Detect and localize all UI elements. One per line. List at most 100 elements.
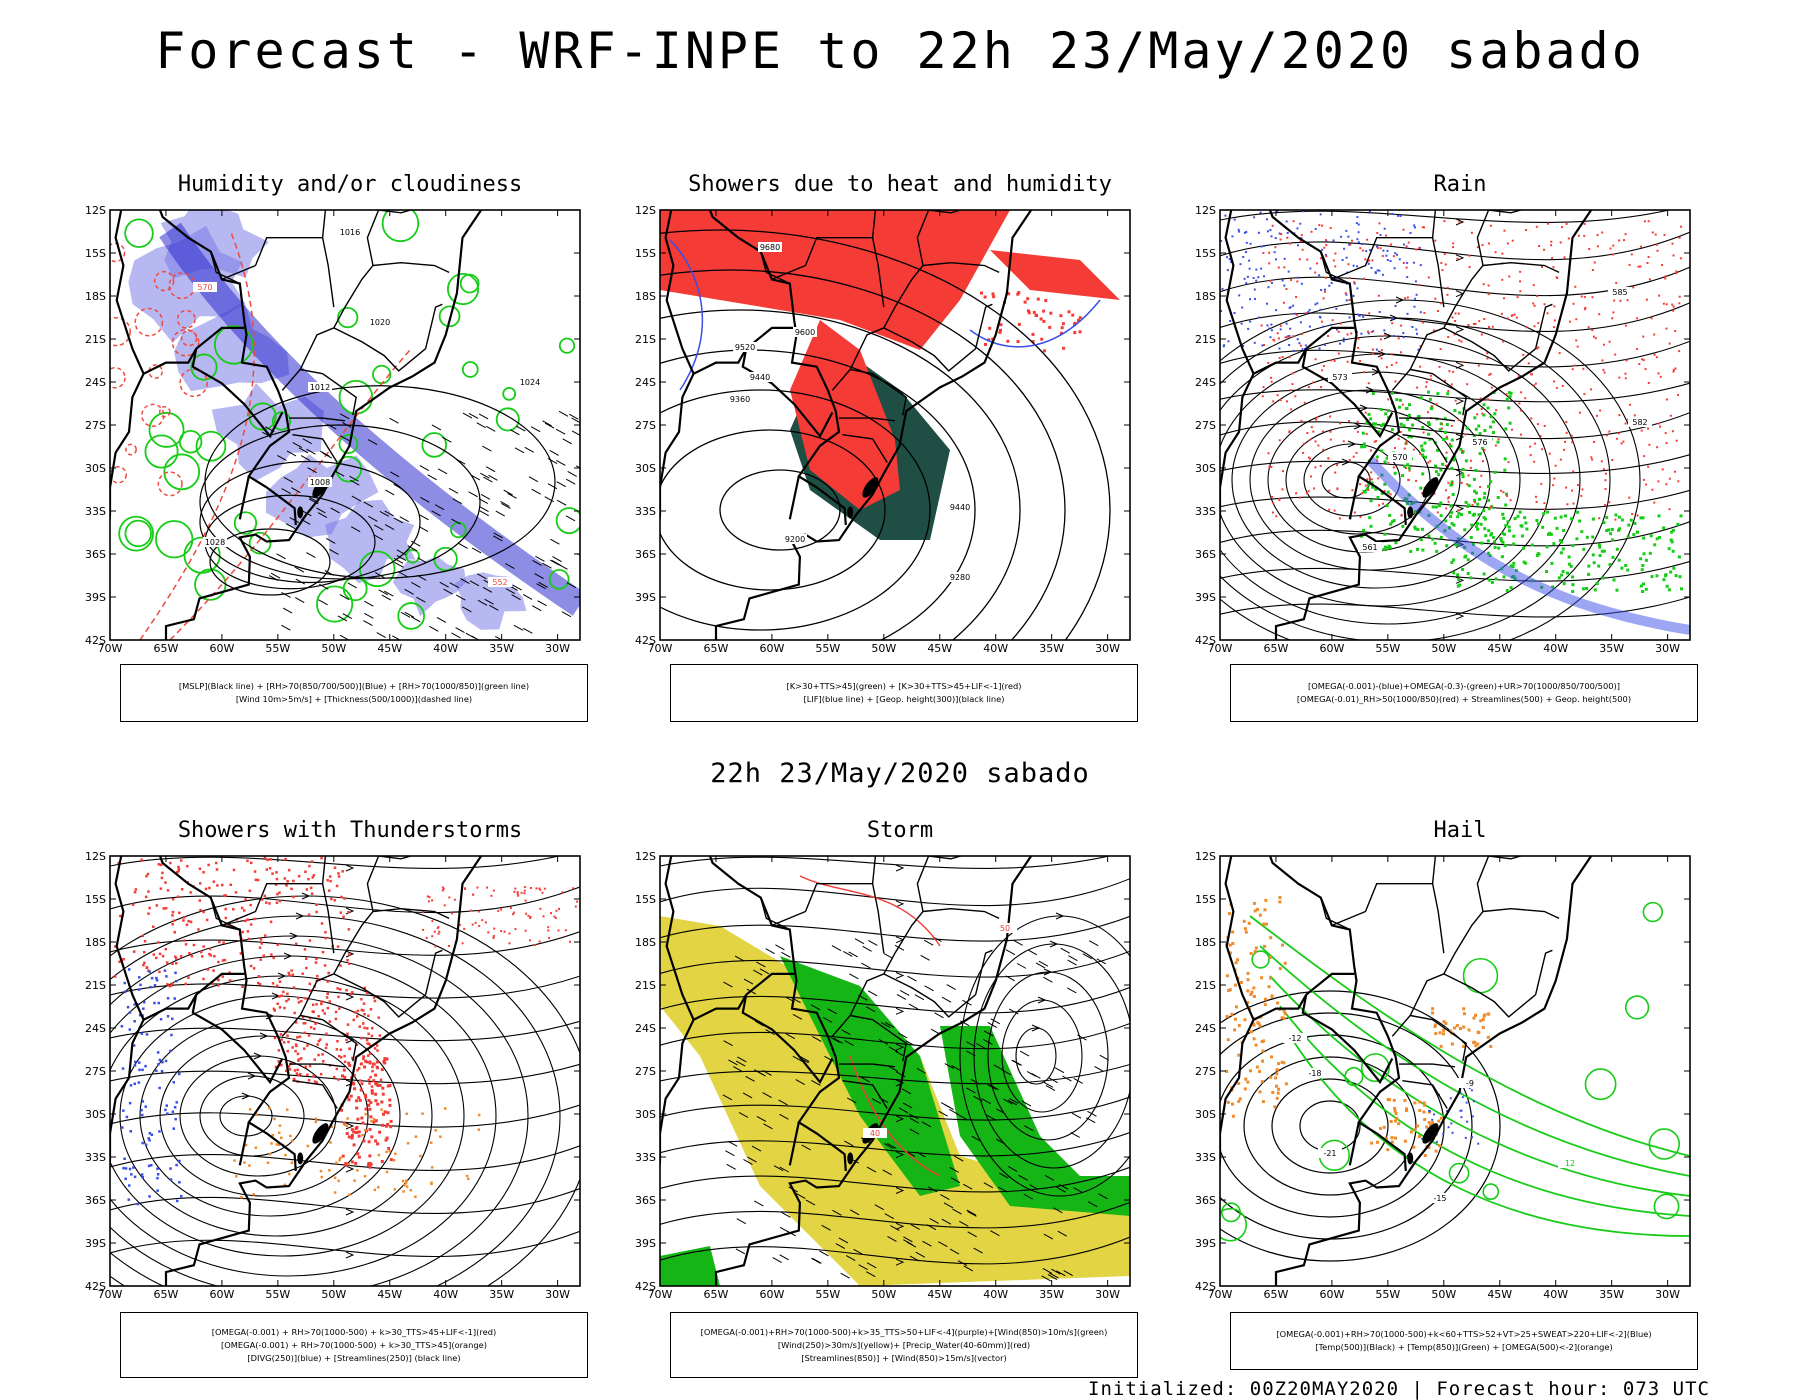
streamline-arrow bbox=[1455, 218, 1465, 226]
precip-dot bbox=[1501, 531, 1504, 535]
precip-dot bbox=[1252, 995, 1256, 998]
precip-dot bbox=[1290, 279, 1293, 281]
precip-dot bbox=[329, 1141, 332, 1144]
precip-dot bbox=[1403, 1139, 1407, 1143]
streamline bbox=[973, 943, 1130, 1169]
precip-dot bbox=[464, 887, 467, 890]
precip-dot bbox=[329, 879, 332, 883]
precip-dot bbox=[283, 1183, 287, 1187]
precip-dot bbox=[1228, 258, 1231, 261]
precip-dot bbox=[199, 908, 202, 912]
precip-dot bbox=[1677, 480, 1680, 483]
precip-dot bbox=[182, 916, 186, 919]
precip-dot bbox=[346, 1023, 350, 1026]
precip-dot bbox=[1525, 527, 1529, 531]
precip-dot bbox=[148, 1195, 151, 1198]
streamline-arrow bbox=[345, 1208, 355, 1216]
precip-dot bbox=[1376, 245, 1379, 248]
precip-dot bbox=[1576, 345, 1579, 348]
precip-dot bbox=[171, 898, 175, 901]
contour-label: -15 bbox=[1433, 1194, 1446, 1203]
precip-dot bbox=[458, 929, 460, 932]
precip-dot bbox=[158, 952, 162, 956]
precip-dot bbox=[371, 1026, 374, 1030]
wind-vector bbox=[455, 458, 466, 465]
precip-dot bbox=[271, 982, 275, 985]
precip-dot bbox=[1465, 426, 1469, 430]
precip-dot bbox=[1353, 281, 1356, 284]
precip-dot bbox=[1543, 248, 1546, 251]
precip-dot bbox=[1346, 333, 1349, 336]
wind-vector bbox=[989, 1084, 1000, 1091]
geop-height-contour bbox=[660, 229, 1111, 640]
precip-dot bbox=[421, 1112, 424, 1115]
precip-dot bbox=[1559, 241, 1562, 244]
lat-tick-label: 21S bbox=[1195, 979, 1216, 992]
precip-dot bbox=[1399, 398, 1402, 402]
precip-dot bbox=[212, 969, 215, 972]
precip-dot bbox=[1476, 527, 1480, 531]
precip-dot bbox=[157, 863, 161, 866]
precip-dot bbox=[1478, 320, 1481, 323]
precip-dot bbox=[431, 935, 434, 938]
lon-tick-label: 60W bbox=[209, 642, 234, 655]
wind-vector bbox=[340, 435, 350, 442]
precip-dot bbox=[1271, 281, 1273, 284]
streamline-arrow bbox=[1353, 422, 1363, 430]
precip-dot bbox=[355, 1106, 359, 1110]
precip-dot bbox=[1281, 943, 1284, 947]
precip-dot bbox=[1249, 242, 1252, 245]
precip-dot bbox=[315, 910, 318, 914]
precip-dot bbox=[1496, 496, 1500, 499]
precip-dot bbox=[155, 1069, 158, 1073]
wind-vector bbox=[759, 968, 770, 975]
precip-dot bbox=[1649, 534, 1653, 538]
precip-dot bbox=[1566, 571, 1569, 575]
precip-dot bbox=[1345, 229, 1348, 232]
precip-dot bbox=[1348, 459, 1351, 461]
precip-dot bbox=[1542, 512, 1546, 516]
precip-dot bbox=[401, 1179, 405, 1183]
precip-dot bbox=[1370, 449, 1372, 452]
precip-dot bbox=[1671, 549, 1675, 553]
wind-vector bbox=[514, 447, 525, 454]
precip-dot bbox=[1665, 303, 1668, 306]
precip-dot bbox=[1406, 261, 1409, 264]
precip-dot bbox=[1306, 258, 1309, 261]
precip-dot bbox=[1491, 325, 1494, 328]
precip-dot bbox=[1611, 459, 1614, 461]
precip-dot bbox=[386, 1111, 390, 1115]
precip-dot bbox=[1655, 243, 1658, 246]
precip-dot bbox=[366, 1060, 369, 1064]
precip-dot bbox=[1590, 456, 1593, 459]
precip-dot bbox=[164, 1108, 167, 1112]
precip-dot bbox=[255, 1113, 258, 1116]
wind-vector bbox=[393, 557, 404, 564]
precip-dot bbox=[1419, 396, 1423, 400]
precip-dot bbox=[364, 1093, 367, 1097]
precip-dot bbox=[143, 1001, 146, 1004]
wind-vector bbox=[728, 1059, 738, 1066]
streamline bbox=[1220, 302, 1690, 333]
precip-dot bbox=[1546, 312, 1549, 315]
precip-dot bbox=[1297, 244, 1299, 247]
streamline-arrow bbox=[277, 972, 287, 980]
wind-vector bbox=[957, 1260, 968, 1266]
precip-dot bbox=[1580, 295, 1583, 298]
precip-dot bbox=[1596, 234, 1599, 237]
wind-vector bbox=[482, 445, 492, 452]
precip-dot bbox=[385, 1170, 389, 1174]
precip-dot bbox=[1413, 226, 1416, 229]
precip-dot bbox=[347, 1098, 351, 1102]
precip-dot bbox=[1461, 1096, 1464, 1099]
border-line bbox=[842, 434, 888, 463]
precip-dot bbox=[1455, 1024, 1459, 1028]
precip-dot bbox=[1467, 503, 1471, 507]
lagoon bbox=[862, 477, 879, 498]
precip-dot bbox=[1487, 398, 1490, 401]
wind-vector bbox=[973, 1247, 983, 1254]
precip-dot bbox=[983, 295, 987, 299]
precip-dot bbox=[1602, 368, 1605, 371]
precip-dot bbox=[434, 1129, 437, 1132]
border-line bbox=[1431, 856, 1437, 884]
